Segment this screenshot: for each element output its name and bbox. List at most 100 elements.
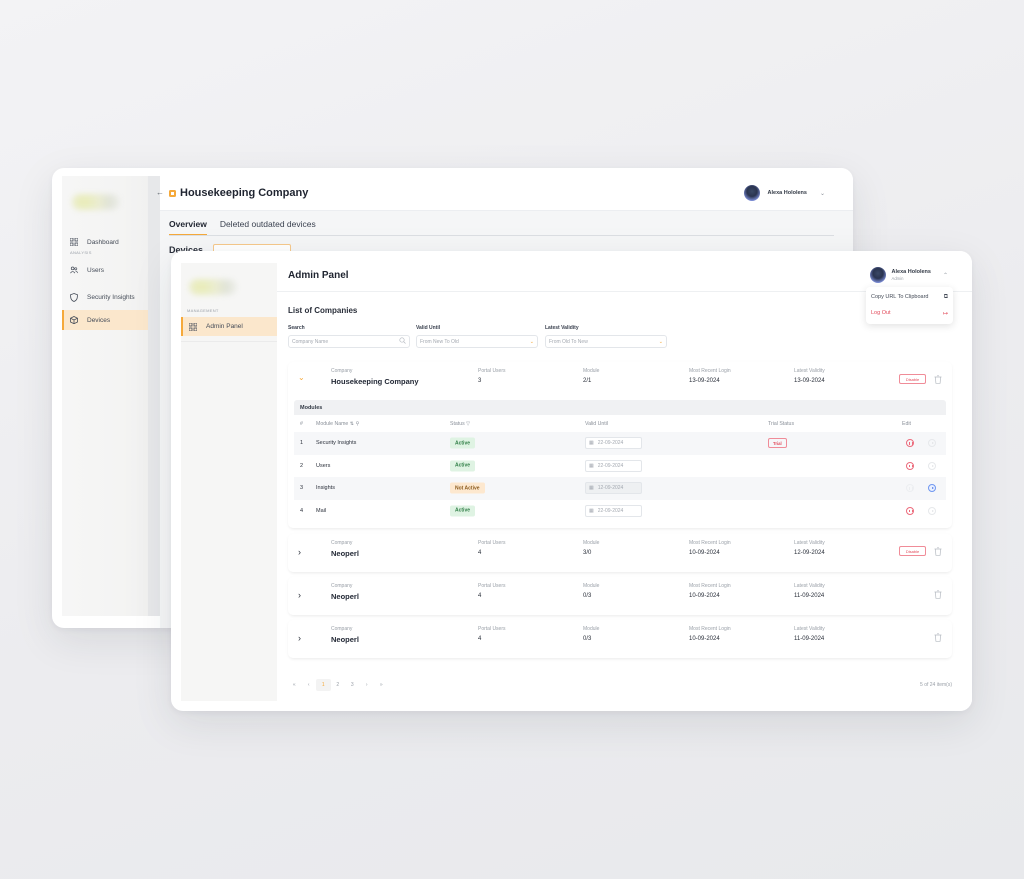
chevron-right-icon[interactable]: ›: [298, 547, 301, 557]
logout-icon: ↦: [942, 310, 948, 317]
company-row[interactable]: › Company Neoperl Portal Users 4 Module 0/3…: [288, 577, 952, 615]
sidebar-item-dashboard[interactable]: Dashboard: [62, 232, 160, 252]
play-icon[interactable]: [928, 439, 936, 448]
company-row[interactable]: › Company Neoperl Portal Users 4 Module 3/0…: [288, 534, 952, 572]
company-name: Neoperl: [331, 635, 359, 644]
valid-until-select[interactable]: From New To Old ⌄: [416, 335, 538, 348]
pause-icon[interactable]: [906, 439, 914, 448]
chevron-down-icon[interactable]: ⌄: [298, 373, 305, 382]
play-icon[interactable]: [928, 484, 936, 493]
company-row[interactable]: ⌄ Company Housekeeping Company Portal Use…: [288, 362, 952, 400]
pause-icon[interactable]: [906, 506, 914, 515]
calendar-icon: ▦: [589, 485, 594, 492]
chevron-down-icon: ⌄: [819, 190, 825, 197]
play-icon[interactable]: [928, 461, 936, 470]
disable-button[interactable]: Disable: [899, 374, 926, 384]
list-title: List of Companies: [288, 306, 358, 315]
table-row: 2 Users Active ▦ 22-09-2024: [294, 455, 946, 478]
filter-icon[interactable]: ▽: [466, 420, 471, 427]
search-input[interactable]: Company Name: [288, 335, 410, 348]
item-count: 5 of 24 item(s): [920, 682, 952, 688]
company-card: › Company Neoperl Portal Users 4 Module 0/3…: [288, 577, 952, 615]
chevron-down-icon: ⌄: [658, 338, 663, 345]
valid-until-date-input[interactable]: ▦ 22-09-2024: [585, 504, 642, 517]
modules-table: Modules # Module Name ⇅ ⚲ Status ▽ Valid…: [294, 400, 946, 528]
header: Admin Panel Alexa Hololens Admin ⌃: [277, 251, 972, 292]
user-menu[interactable]: Alexa Hololens Admin ⌃: [869, 267, 948, 283]
next-page-button[interactable]: ›: [365, 682, 368, 688]
last-page-button[interactable]: »: [379, 682, 383, 688]
search-icon[interactable]: ⚲: [355, 420, 360, 427]
sidebar-item-admin-panel[interactable]: Admin Panel: [181, 317, 277, 336]
copy-url-menu-item[interactable]: Copy URL To Clipboard ⧉: [871, 293, 948, 301]
page-title: Housekeeping Company: [169, 187, 308, 199]
company-card: › Company Neoperl Portal Users 4 Module 3/0…: [288, 534, 952, 572]
company-row[interactable]: › Company Neoperl Portal Users 4 Module 0/3…: [288, 620, 952, 658]
valid-until-date-input[interactable]: ▦ 22-09-2024: [585, 437, 642, 450]
company-name: Neoperl: [331, 549, 359, 558]
sidebar-item-users[interactable]: Users: [62, 260, 160, 280]
table-row: 1 Security Insights Active ▦ 22-09-2024 T…: [294, 432, 946, 455]
chevron-right-icon[interactable]: ›: [298, 633, 301, 643]
sidebar-item-label: Users: [87, 266, 104, 274]
pagination: « ‹ 1 2 3 › »: [287, 679, 389, 691]
play-icon[interactable]: [928, 506, 936, 515]
first-page-button[interactable]: «: [292, 682, 296, 688]
company-name: Neoperl: [331, 592, 359, 601]
table-row: 3 Insights Not Active ▦ 12-09-2024: [294, 477, 946, 500]
chevron-right-icon[interactable]: ›: [298, 590, 301, 600]
user-menu[interactable]: Alexa Hololens ⌄: [743, 185, 825, 201]
latest-validity-select[interactable]: From Old To New ⌄: [545, 335, 667, 348]
tab-deleted-outdated-devices[interactable]: Deleted outdated devices: [219, 219, 316, 229]
copy-icon: ⧉: [943, 293, 948, 300]
sort-icon[interactable]: ⇅: [349, 420, 355, 427]
header: ← Housekeeping Company Alexa Hololens ⌄: [156, 168, 853, 211]
sidebar-section-management: MANAGEMENT: [187, 308, 219, 313]
sidebar: MANAGEMENT Admin Panel: [181, 263, 277, 701]
section-title: Devices: [169, 245, 204, 255]
calendar-icon: ▦: [589, 462, 594, 469]
search-icon: [399, 337, 406, 346]
trash-icon[interactable]: [933, 589, 943, 599]
sidebar-item-security-insights[interactable]: Security Insights: [62, 287, 160, 307]
avatar: [743, 185, 760, 201]
valid-until-date-input[interactable]: ▦ 22-09-2024: [585, 459, 642, 472]
tab-overview[interactable]: Overview: [169, 219, 207, 236]
trash-icon[interactable]: [933, 546, 943, 556]
prev-page-button[interactable]: ‹: [307, 682, 310, 688]
valid-until-date-input[interactable]: ▦ 12-09-2024: [585, 482, 642, 495]
valid-until-filter: Valid Until From New To Old ⌄: [416, 325, 538, 348]
trash-icon[interactable]: [933, 374, 943, 384]
grid-icon: [70, 238, 78, 246]
status-badge: Not Active: [450, 482, 485, 494]
trash-icon[interactable]: [933, 632, 943, 642]
admin-panel-window: MANAGEMENT Admin Panel Admin Panel Alexa…: [171, 251, 972, 711]
tabs: Overview Deleted outdated devices: [169, 219, 316, 236]
sidebar-scrollbar[interactable]: [148, 176, 160, 616]
latest-validity-filter: Latest Validity From Old To New ⌄: [545, 325, 667, 348]
trial-badge: Trial: [768, 438, 787, 449]
sidebar-item-label: Admin Panel: [206, 323, 243, 330]
page-1-button[interactable]: 1: [316, 679, 331, 691]
modules-title: Modules: [294, 400, 946, 415]
logo: [189, 279, 237, 295]
grid-icon: [189, 322, 197, 331]
divider: [169, 235, 834, 236]
back-arrow-icon[interactable]: ←: [156, 188, 164, 197]
sidebar-item-devices[interactable]: Devices: [62, 310, 160, 330]
page-2-button[interactable]: 2: [336, 682, 340, 688]
user-name: Alexa Hololens: [767, 190, 807, 196]
pause-icon[interactable]: [906, 484, 914, 493]
company-icon: [169, 189, 176, 197]
company-card: ⌄ Company Housekeeping Company Portal Use…: [288, 362, 952, 528]
sidebar-item-label: Devices: [87, 316, 111, 324]
page-3-button[interactable]: 3: [350, 682, 354, 688]
pause-icon[interactable]: [906, 461, 914, 470]
user-name: Alexa Hololens: [891, 269, 931, 275]
box-icon: [70, 316, 78, 324]
logout-menu-item[interactable]: Log Out ↦: [871, 310, 948, 317]
disable-button[interactable]: Disable: [899, 546, 926, 556]
sidebar: Dashboard ANALYSIS Users Security Insigh…: [62, 176, 160, 616]
sidebar-item-label: Security Insights: [87, 293, 135, 301]
logo: [72, 194, 120, 210]
